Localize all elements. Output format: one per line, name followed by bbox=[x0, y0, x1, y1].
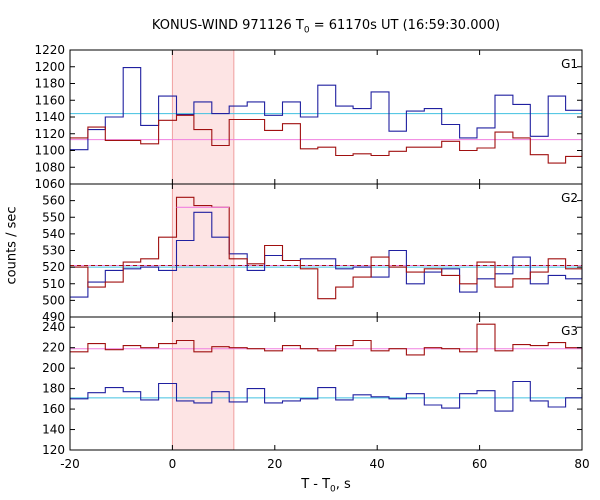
g2-ytick-label: 490 bbox=[42, 310, 65, 324]
g1-ytick-label: 1160 bbox=[34, 93, 65, 107]
title-prefix: KONUS-WIND 971126 T bbox=[151, 18, 304, 33]
g1-ytick-label: 1120 bbox=[34, 127, 65, 141]
g2-ytick-label: 550 bbox=[42, 210, 65, 224]
g3-ytick-label: 120 bbox=[42, 443, 65, 457]
g1-ytick-label: 1080 bbox=[34, 160, 65, 174]
xtick-label: 20 bbox=[267, 457, 282, 471]
g3-ytick-label: 160 bbox=[42, 402, 65, 416]
y-axis-label: counts / sec bbox=[4, 206, 20, 285]
g1-frame bbox=[69, 49, 583, 185]
xlabel-prefix: T - T bbox=[301, 477, 331, 492]
g1-ytick-label: 1180 bbox=[34, 77, 65, 91]
g1-series-dark-red bbox=[70, 114, 583, 164]
g3-frame bbox=[69, 316, 583, 451]
g2-series-dark-red bbox=[70, 196, 582, 300]
g3-ytick-label: 220 bbox=[42, 341, 65, 355]
xlabel-suffix: , s bbox=[335, 477, 351, 492]
g3-ytick-label: 140 bbox=[42, 423, 65, 437]
g1-label: G1 bbox=[561, 57, 578, 71]
g3-ytick-label: 240 bbox=[42, 320, 65, 334]
g2-label: G2 bbox=[561, 191, 578, 205]
g3-ytick-label: 200 bbox=[42, 361, 65, 375]
xtick-label: 60 bbox=[472, 457, 487, 471]
x-axis-label: T - T0, s bbox=[70, 477, 582, 495]
g1-ytick-label: 1060 bbox=[34, 177, 65, 191]
xtick-label: 40 bbox=[370, 457, 385, 471]
chart-title: KONUS-WIND 971126 T0 = 61170s UT (16:59:… bbox=[70, 18, 582, 36]
g3-series-dark-red bbox=[70, 323, 583, 362]
g1-ytick-label: 1100 bbox=[34, 144, 65, 158]
title-sub: 0 bbox=[303, 25, 310, 36]
xtick-label: 80 bbox=[574, 457, 589, 471]
g1-series-dark-blue bbox=[70, 67, 583, 151]
g2-ytick-label: 540 bbox=[42, 227, 65, 241]
highlight-band bbox=[172, 50, 234, 450]
g2-ytick-label: 520 bbox=[42, 260, 65, 274]
g1-ytick-label: 1220 bbox=[34, 43, 65, 57]
g1-ytick-label: 1140 bbox=[34, 110, 65, 124]
g2-ytick-label: 510 bbox=[42, 277, 65, 291]
g2-ytick-label: 500 bbox=[42, 293, 65, 307]
xtick-label: -20 bbox=[60, 457, 80, 471]
g3-series-dark-blue bbox=[70, 380, 583, 412]
g3-label: G3 bbox=[561, 324, 578, 338]
g2-ytick-label: 530 bbox=[42, 244, 65, 258]
g3-ytick-label: 180 bbox=[42, 382, 65, 396]
g2-ytick-label: 560 bbox=[42, 194, 65, 208]
xtick-label: 0 bbox=[169, 457, 177, 471]
xlabel-sub: 0 bbox=[330, 484, 336, 495]
title-suffix: = 61170s UT (16:59:30.000) bbox=[309, 18, 501, 33]
g2-series-dark-blue bbox=[70, 211, 583, 298]
g1-ytick-label: 1200 bbox=[34, 60, 65, 74]
g2-frame bbox=[69, 183, 583, 318]
